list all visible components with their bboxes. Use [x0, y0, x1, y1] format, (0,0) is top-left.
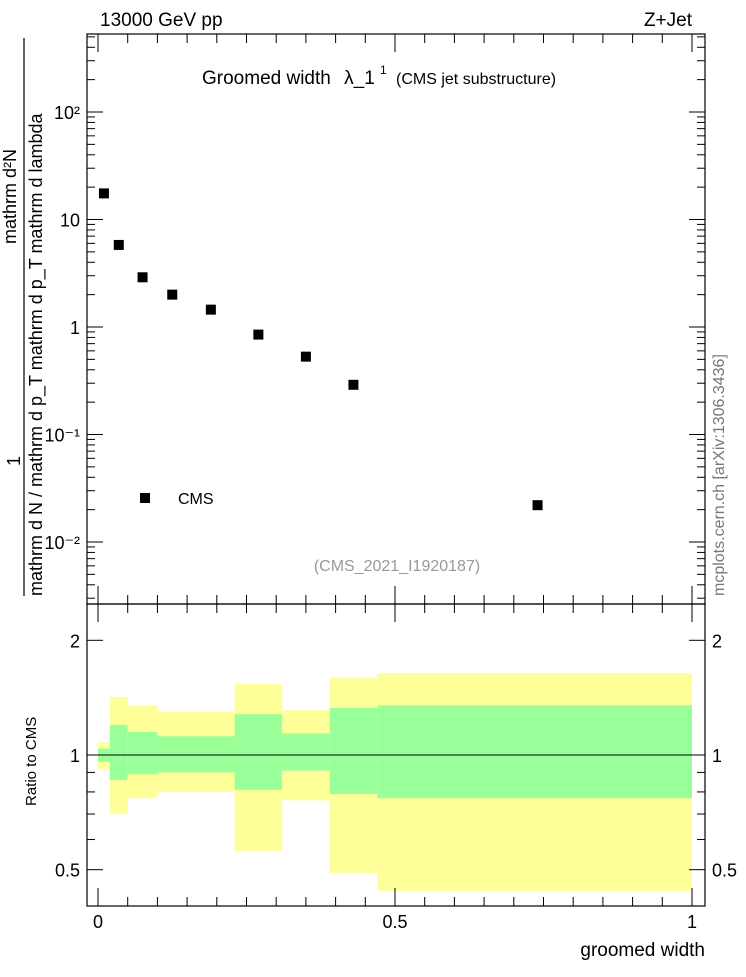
- ratio-ytick-label-right: 1: [712, 746, 722, 766]
- data-point-1: [113, 239, 124, 250]
- main-ytick-label: 10: [60, 211, 80, 231]
- side-label: mcplots.cern.ch [arXiv:1306.3436]: [711, 354, 728, 596]
- ratio-band-inner-4: [187, 736, 235, 773]
- data-point-5: [253, 329, 264, 340]
- main-plot-frame: [86, 33, 706, 605]
- main-ytick-label: 10²: [54, 103, 80, 123]
- title-suffix: (CMS jet substructure): [396, 71, 556, 88]
- ratio-band-inner-8: [377, 705, 692, 799]
- ratio-band-inner-1: [109, 724, 128, 780]
- ratio-bands: [87, 673, 705, 891]
- ylabel-denominator: mathrm d N / mathrm d p_T mathrm d p_T m…: [26, 113, 47, 596]
- ratio-band-inner-2: [127, 731, 158, 775]
- header-right: Z+Jet: [644, 10, 693, 31]
- axis-ticks: 10⁻² 10⁻¹ 1 10 10² 0.5 0.5 1 1 2 2 0 0.5 1: [44, 34, 737, 932]
- ratio-ytick-label-left: 2: [70, 631, 80, 651]
- x-axis-label: groomed width: [580, 940, 705, 961]
- title-symbol: λ_1: [344, 68, 375, 89]
- xtick-label: 1: [687, 912, 697, 932]
- ylabel-top: mathrm d²N: [0, 149, 20, 244]
- ratio-band-inner-3: [157, 736, 188, 773]
- header-left: 13000 GeV pp: [100, 10, 223, 31]
- xtick-label: 0: [93, 912, 103, 932]
- title-prefix: Groomed width: [202, 68, 331, 89]
- ratio-band-inner-7: [329, 707, 378, 795]
- ratio-ytick-label-left: 0.5: [55, 861, 80, 881]
- ratio-ytick-label-right: 0.5: [712, 861, 737, 881]
- data-point-7: [348, 379, 359, 390]
- main-title: Groomed width λ_1 1 (CMS jet substructur…: [202, 58, 556, 89]
- data-point-3: [167, 289, 178, 300]
- data-point-6: [300, 351, 311, 362]
- main-ytick-label: 10⁻²: [44, 533, 80, 553]
- xtick-label: 0.5: [382, 912, 407, 932]
- data-markers: [98, 188, 543, 511]
- legend-marker: [140, 493, 150, 503]
- data-point-0: [98, 188, 109, 199]
- title-sup: 1: [380, 63, 387, 77]
- data-point-2: [137, 272, 148, 283]
- legend-label: CMS: [178, 491, 214, 508]
- ratio-ylabel: Ratio to CMS: [23, 717, 40, 806]
- data-point-8: [532, 500, 543, 511]
- ratio-band-inner-6: [282, 733, 330, 771]
- main-ytick-label: 10⁻¹: [44, 426, 80, 446]
- data-point-4: [205, 304, 216, 315]
- watermark: (CMS_2021_I1920187): [314, 558, 480, 575]
- ylabel-numerator: 1: [4, 456, 24, 466]
- ratio-ytick-label-right: 2: [712, 631, 722, 651]
- ratio-band-inner-5: [234, 714, 283, 790]
- main-ytick-label: 1: [70, 318, 80, 338]
- main-ylabel: 1 mathrm d²N mathrm d N / mathrm d p_T m…: [0, 38, 47, 596]
- ratio-ytick-label-left: 1: [70, 746, 80, 766]
